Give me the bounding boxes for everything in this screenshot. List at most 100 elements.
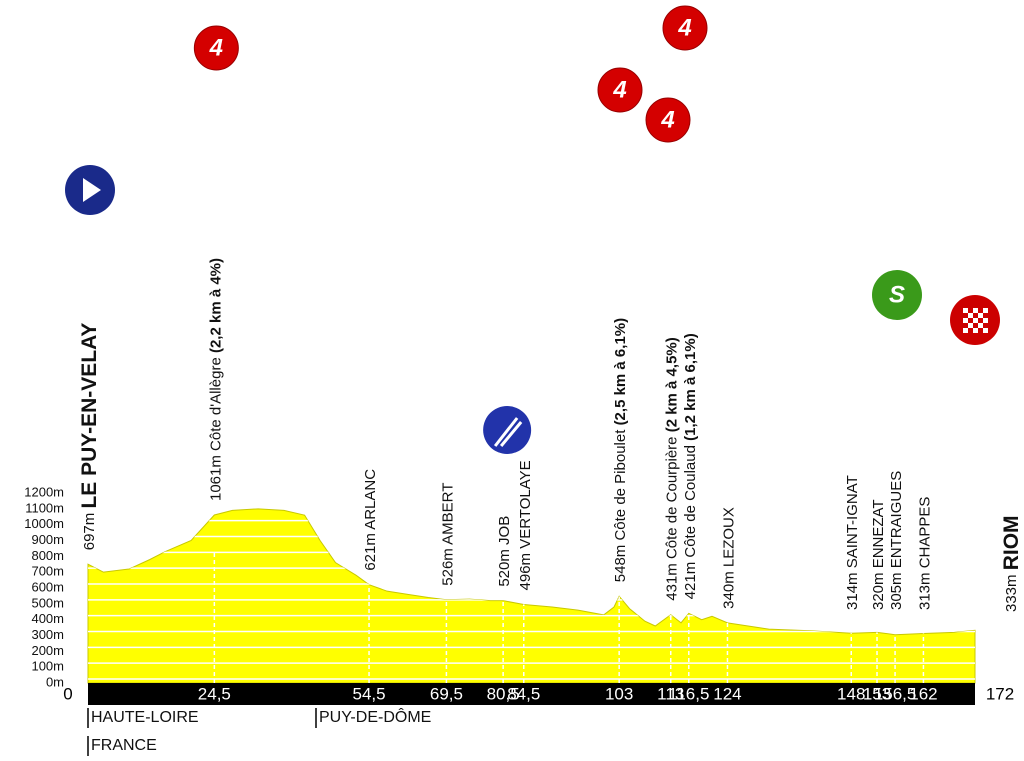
- x-tick-label: 162: [909, 684, 937, 703]
- waypoint-label: 548m Côte de Piboulet (2,5 km à 6,1%): [612, 318, 629, 582]
- finish-check: [978, 323, 983, 328]
- waypoint-name: Côte de Courpière: [664, 436, 681, 559]
- waypoint-altitude: 421m: [682, 562, 699, 600]
- climb-icon: [597, 67, 643, 113]
- waypoint-name: CHAPPES: [916, 497, 933, 569]
- waypoint-label: 320m ENNEZAT: [870, 499, 887, 610]
- waypoint-label: 313m CHAPPES: [916, 497, 933, 610]
- x-tick-label: 0: [63, 684, 72, 703]
- x-tick-label: 172: [986, 684, 1014, 703]
- y-tick-label: 500m: [31, 595, 64, 610]
- y-tick-label: 1200m: [24, 484, 64, 499]
- finish-check: [963, 328, 968, 333]
- waypoint-altitude: 320m: [870, 572, 887, 610]
- finish-check: [983, 328, 988, 333]
- waypoint-label: 1061m Côte d'Allègre (2,2 km à 4%): [207, 258, 224, 501]
- waypoint-label: 340m LEZOUX: [720, 507, 737, 609]
- finish-check: [983, 318, 988, 323]
- waypoint-label: 333m RIOM: [1000, 515, 1023, 612]
- finish-check: [963, 308, 968, 313]
- distance-band: [88, 683, 975, 705]
- y-tick-label: 100m: [31, 659, 64, 674]
- waypoint-altitude: 340m: [720, 571, 737, 609]
- y-tick-label: 0m: [46, 674, 64, 689]
- y-tick-label: 900m: [31, 532, 64, 547]
- waypoint-altitude: 305m: [888, 572, 905, 610]
- x-tick-label: 124: [713, 684, 741, 703]
- waypoint-altitude: 520m: [496, 549, 513, 587]
- waypoint-altitude: 1061m: [207, 455, 224, 501]
- y-tick-label: 1000m: [24, 516, 64, 531]
- x-tick-label: 24,5: [198, 684, 231, 703]
- feed-cutlery: [493, 417, 523, 447]
- region-label: FRANCE: [91, 737, 157, 754]
- x-tick-label: 103: [605, 684, 633, 703]
- waypoint-name: RIOM: [1000, 515, 1023, 570]
- waypoint-name: Côte d'Allègre: [207, 357, 224, 451]
- waypoint-altitude: 431m: [664, 563, 681, 601]
- waypoint-label: 697m LE PUY-EN-VELAY: [78, 323, 101, 551]
- waypoint-altitude: 621m: [362, 533, 379, 571]
- waypoint-label: 621m ARLANC: [362, 469, 379, 571]
- climb-category: 4: [612, 76, 626, 103]
- waypoint-label: 314m SAINT-IGNAT: [844, 475, 861, 610]
- x-tick-label: 113: [657, 684, 684, 703]
- waypoint-name: Côte de Coulaud: [682, 445, 699, 558]
- finish-check: [973, 308, 978, 313]
- waypoint-name: LEZOUX: [720, 507, 737, 567]
- waypoint-name: Côte de Piboulet: [612, 429, 629, 541]
- waypoint-label: 496m VERTOLAYE: [517, 460, 534, 590]
- climb-icon: [193, 25, 239, 71]
- waypoint-label: 421m Côte de Coulaud (1,2 km à 6,1%): [682, 333, 699, 599]
- sprint-icon: [872, 270, 922, 320]
- x-tick-label: 156,5: [874, 684, 917, 703]
- climb-icon: [662, 5, 708, 51]
- waypoint-altitude: 496m: [517, 553, 534, 591]
- waypoint-detail: (2,2 km à 4%): [207, 258, 224, 353]
- finish-check: [983, 308, 988, 313]
- waypoint-name: VERTOLAYE: [517, 460, 534, 548]
- waypoint-name: AMBERT: [439, 483, 456, 545]
- waypoint-altitude: 697m: [81, 513, 98, 551]
- waypoint-altitude: 548m: [612, 545, 629, 583]
- waypoint-altitude: 314m: [844, 572, 861, 610]
- waypoint-label: 526m AMBERT: [439, 483, 456, 586]
- waypoint-name: JOB: [496, 516, 513, 545]
- waypoint-name: ENNEZAT: [870, 499, 887, 568]
- waypoint-detail: (2 km à 4,5%): [664, 337, 681, 432]
- y-tick-label: 700m: [31, 564, 64, 579]
- waypoint-name: SAINT-IGNAT: [844, 475, 861, 568]
- finish-check: [963, 318, 968, 323]
- x-tick-label: 153: [863, 684, 891, 703]
- climb-category: 4: [209, 34, 223, 61]
- y-tick-label: 1100m: [25, 500, 64, 515]
- y-tick-label: 300m: [31, 627, 64, 642]
- waypoint-name: ENTRAIGUES: [888, 471, 905, 569]
- finish-check: [973, 328, 978, 333]
- finish-check: [968, 313, 973, 318]
- x-tick-label: 84,5: [507, 684, 540, 703]
- y-tick-label: 400m: [31, 611, 64, 626]
- waypoint-name: ARLANC: [362, 469, 379, 530]
- finish-check: [978, 313, 983, 318]
- waypoint-detail: (2,5 km à 6,1%): [612, 318, 629, 426]
- finish-check: [973, 318, 978, 323]
- waypoint-altitude: 313m: [916, 572, 933, 610]
- region-label: HAUTE-LOIRE: [91, 709, 199, 726]
- x-tick-label: 69,5: [430, 684, 463, 703]
- x-tick-label: 116,5: [668, 684, 709, 703]
- y-tick-label: 800m: [31, 548, 64, 563]
- y-tick-label: 600m: [31, 579, 64, 594]
- waypoint-altitude: 526m: [439, 548, 456, 586]
- sprint-label: S: [889, 281, 905, 308]
- waypoint-name: LE PUY-EN-VELAY: [78, 323, 101, 509]
- waypoint-altitude: 333m: [1003, 574, 1020, 612]
- climb-category: 4: [677, 14, 691, 41]
- climb-category: 4: [660, 106, 674, 133]
- y-tick-label: 200m: [31, 643, 64, 658]
- x-tick-label: 80,5: [487, 684, 520, 703]
- waypoint-label: 305m ENTRAIGUES: [888, 471, 905, 610]
- start-arrow: [83, 178, 101, 202]
- waypoint-detail: (1,2 km à 6,1%): [682, 333, 699, 441]
